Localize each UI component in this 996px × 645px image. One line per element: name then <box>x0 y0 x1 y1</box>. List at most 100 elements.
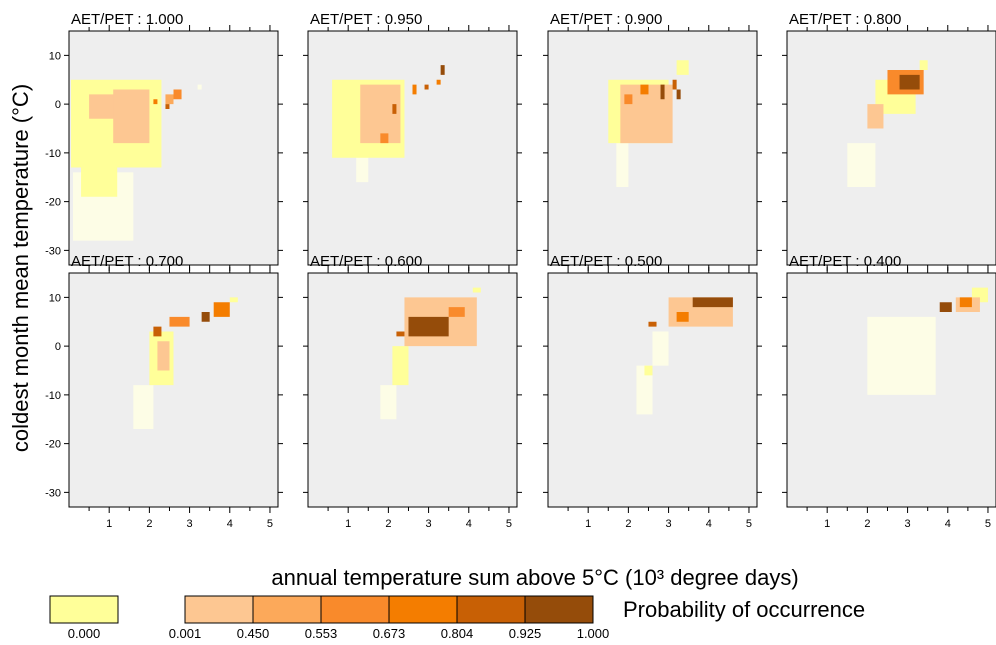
panel-8: AET/PET : 0.400 1 2 3 4 5 <box>782 253 996 530</box>
legend-bin-swatch <box>388 595 458 624</box>
panel-title: AET/PET : 0.950 <box>310 11 422 28</box>
panel-frame <box>307 30 518 266</box>
cell-region-zero <box>229 297 238 303</box>
cell-region-b2 <box>165 94 174 105</box>
legend-bin-swatch <box>184 595 254 624</box>
cell-region-absent <box>380 385 397 420</box>
legend-bin-label: 0.001 <box>169 626 202 641</box>
legend-bin-label: 0.553 <box>305 626 338 641</box>
x-tick-label: 2 <box>146 518 152 530</box>
x-tick-label: 3 <box>905 518 911 530</box>
cell-region-b6 <box>676 89 681 100</box>
cell-region-b4 <box>436 79 441 85</box>
panel-6: AET/PET : 0.600 1 2 3 4 5 <box>303 253 522 530</box>
cell-region-b4 <box>412 84 417 95</box>
panel-frame <box>307 272 518 508</box>
y-tick-label: 0 <box>55 341 61 353</box>
x-tick-label: 3 <box>666 518 672 530</box>
x-tick-label: 2 <box>385 518 391 530</box>
cell-region-b6 <box>939 302 952 312</box>
panel-3: AET/PET : 0.900 <box>543 11 762 271</box>
cell-region-b5 <box>672 79 677 90</box>
panel-frame <box>547 272 758 508</box>
x-tick-label: 4 <box>227 518 233 530</box>
cell-region-b3 <box>169 316 190 327</box>
x-tick-label: 1 <box>106 518 112 530</box>
cell-region-b6 <box>440 65 445 75</box>
x-tick-label: 4 <box>706 518 712 530</box>
legend: 0.000 0.001 0.450 0.553 0.673 0.804 0.925 1.000… <box>49 595 865 641</box>
cell-region-b5 <box>396 331 405 337</box>
cell-region-b6 <box>408 316 449 337</box>
y-tick-label: 0 <box>55 99 61 111</box>
y-tick-label: -20 <box>45 197 61 209</box>
cell-region-b5 <box>153 326 162 337</box>
panel-background <box>787 31 996 265</box>
x-tick-label: 3 <box>426 518 432 530</box>
panel-title: AET/PET : 0.400 <box>789 253 901 270</box>
y-tick-label: -30 <box>45 245 61 257</box>
cell-region-zero <box>919 60 928 70</box>
x-tick-label: 2 <box>625 518 631 530</box>
panel-frame <box>786 30 996 266</box>
panel-1: AET/PET : 1.000 -30 -20 -10 0 10 <box>45 11 283 271</box>
cell-region-absent <box>652 331 669 366</box>
cell-region-b3 <box>173 89 182 100</box>
panel-frame <box>786 272 996 508</box>
cell-region-b4 <box>676 312 689 322</box>
x-tick-label: 1 <box>824 518 830 530</box>
panel-7: AET/PET : 0.500 1 2 3 4 5 <box>543 253 762 530</box>
legend-bin-label: 0.925 <box>509 626 542 641</box>
cell-region-zero <box>472 287 481 293</box>
legend-zero-label: 0.000 <box>68 626 101 641</box>
x-tick-label: 1 <box>585 518 591 530</box>
cell-region-b5 <box>424 84 429 90</box>
panel-title: AET/PET : 0.800 <box>789 11 901 28</box>
legend-title: Probability of occurrence <box>623 597 865 622</box>
cell-region-b6 <box>899 74 920 90</box>
y-tick-label: -20 <box>45 439 61 451</box>
y-tick-label: 10 <box>49 292 61 304</box>
cell-region-absent <box>867 316 936 395</box>
cell-region-b5 <box>165 104 170 109</box>
cell-region-zero <box>392 346 409 386</box>
x-tick-label: 5 <box>267 518 273 530</box>
cell-region-absent <box>616 143 629 187</box>
cell-region-b1 <box>113 89 150 144</box>
cell-region-absent <box>197 84 202 90</box>
y-tick-label: -30 <box>45 487 61 499</box>
legend-bin-label: 0.804 <box>441 626 474 641</box>
x-tick-label: 5 <box>985 518 991 530</box>
cell-region-b5 <box>648 321 657 327</box>
legend-bin-swatch <box>320 595 390 624</box>
x-tick-label: 3 <box>187 518 193 530</box>
cell-region-b1 <box>867 104 884 129</box>
cell-region-b3 <box>448 307 465 317</box>
panel-title: AET/PET : 1.000 <box>71 11 183 28</box>
panel-2: AET/PET : 0.950 <box>303 11 522 271</box>
cell-region-b3 <box>380 133 389 144</box>
panel-title: AET/PET : 0.700 <box>71 253 183 270</box>
panel-title: AET/PET : 0.500 <box>550 253 662 270</box>
cell-region-b4 <box>213 302 230 317</box>
x-axis-title: annual temperature sum above 5°C (10³ de… <box>271 565 798 590</box>
cell-region-absent <box>133 385 154 429</box>
panel-5: AET/PET : 0.700 -30 -20 -10 0 10 1 2 3 4 5 <box>45 253 283 530</box>
panel-frame <box>68 272 279 508</box>
x-tick-label: 5 <box>746 518 752 530</box>
panel-background <box>69 273 278 507</box>
x-tick-label: 4 <box>466 518 472 530</box>
x-tick-label: 5 <box>506 518 512 530</box>
cell-region-b4 <box>640 84 649 95</box>
legend-bin-swatch <box>524 595 594 624</box>
x-tick-label: 2 <box>864 518 870 530</box>
cell-region-zero <box>676 60 689 75</box>
cell-region-b3 <box>624 94 633 105</box>
panel-title: AET/PET : 0.600 <box>310 253 422 270</box>
x-tick-label: 4 <box>945 518 951 530</box>
legend-bin-swatch <box>456 595 526 624</box>
legend-bin-label: 1.000 <box>577 626 610 641</box>
legend-bin-swatch <box>252 595 322 624</box>
cell-region-zero <box>644 365 653 376</box>
